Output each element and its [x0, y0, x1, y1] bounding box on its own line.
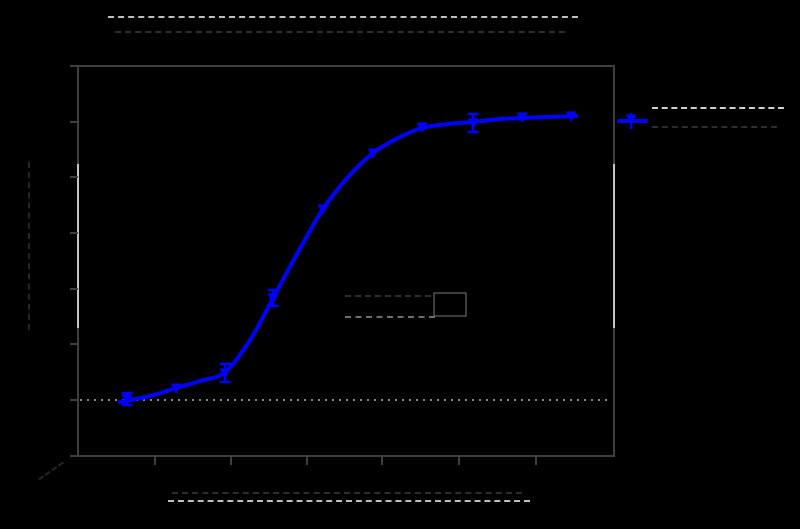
data-point-marker — [565, 111, 577, 122]
plot-frame — [77, 65, 615, 457]
data-point-marker — [317, 204, 329, 215]
legend-marker-triangle — [625, 114, 637, 125]
data-point-marker — [219, 368, 231, 379]
annotation-box-outline — [433, 292, 467, 317]
data-point-marker — [516, 112, 528, 123]
data-point-marker — [416, 122, 428, 133]
data-point-marker — [267, 293, 279, 304]
data-point-marker — [367, 148, 379, 159]
data-point-marker — [170, 383, 182, 394]
fitted-curve — [118, 114, 578, 404]
data-point-marker — [467, 118, 479, 129]
data-point-marker — [121, 394, 133, 405]
